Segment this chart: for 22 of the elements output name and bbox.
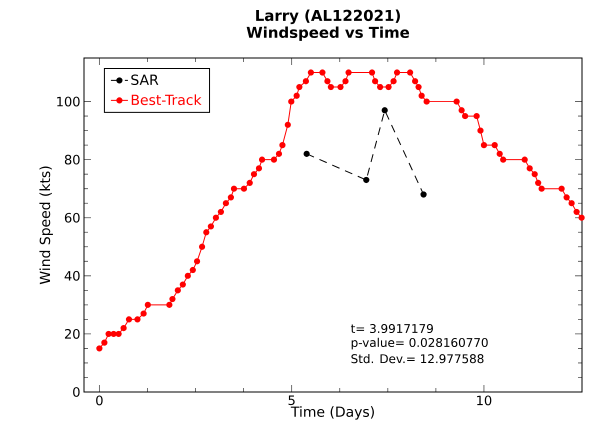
x-tick-label: 5 — [288, 396, 295, 406]
point — [304, 150, 310, 157]
annotation: p-value= 0.028160770 — [352, 338, 488, 350]
point — [420, 191, 427, 198]
point — [382, 107, 388, 114]
point — [363, 176, 370, 184]
x-tick-label: 10 — [477, 396, 492, 406]
annotation: Std. Dev.= 12.977588 — [351, 354, 484, 364]
x-tick-label: 0 — [96, 396, 103, 406]
legend-label: Best-Track — [132, 94, 202, 106]
y-tick-label: 0 — [73, 387, 80, 397]
annotation: t= 3.9917179 — [350, 324, 433, 334]
y-tick-label: 80 — [64, 154, 80, 165]
legend-label: SAR — [131, 74, 158, 86]
x-axis-title: Time (Days) — [290, 406, 374, 420]
chart-subtitle: Windspeed vs Time — [246, 26, 410, 41]
chart-title: Larry (AL122021) — [256, 10, 400, 24]
y-tick-label: 20 — [64, 329, 80, 339]
y-tick-label: 60 — [64, 212, 80, 223]
y-tick-label: 40 — [64, 270, 80, 281]
y-axis-title: Wind Speed (kts) — [39, 166, 53, 284]
y-tick-label: 100 — [57, 96, 80, 106]
